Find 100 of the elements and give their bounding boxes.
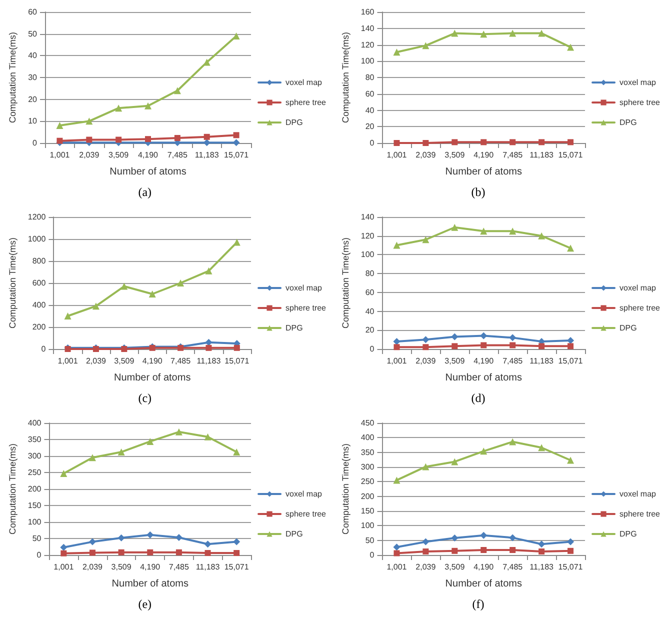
point [177, 280, 184, 286]
x-tick-label: 11,183 [530, 562, 554, 572]
point [452, 343, 458, 350]
point [175, 428, 182, 436]
y-tick-label: 160 [360, 8, 375, 16]
point [118, 448, 125, 456]
point [203, 139, 210, 146]
point [175, 534, 182, 542]
point [204, 550, 211, 556]
y-tick-label: 0 [370, 550, 375, 560]
x-tick-label: 7,485 [502, 150, 524, 160]
x-tick-label: 11,183 [530, 356, 554, 366]
y-tick-label: 20 [365, 326, 375, 335]
point [60, 550, 67, 556]
point [146, 531, 154, 538]
x-tick-label: 15,071 [224, 562, 250, 572]
y-tick-label: 350 [360, 448, 375, 457]
y-tick-label: 60 [365, 89, 375, 98]
point [538, 232, 546, 240]
x-tick-label: 1,001 [386, 562, 408, 572]
legend-label: sphere tree [620, 98, 661, 107]
point [567, 244, 574, 252]
x-tick-label: 1,001 [54, 562, 74, 572]
point [174, 134, 180, 141]
y-tick-label: 150 [28, 501, 42, 510]
point [510, 342, 516, 348]
point [88, 538, 96, 546]
text: (b) [471, 185, 486, 199]
point [480, 532, 488, 539]
x-tick-label: 1,001 [386, 356, 408, 366]
point [568, 139, 574, 146]
y-tick-label: 1000 [28, 234, 46, 244]
text: (c) [138, 391, 152, 405]
point [422, 538, 430, 546]
y-tick-label: 0 [41, 344, 46, 354]
x-tick-label: 15,071 [558, 562, 584, 572]
point [56, 122, 64, 130]
x-tick-label: 3,509 [114, 356, 135, 366]
y-axis-title: Computation Time(ms) [8, 237, 18, 329]
y-axis-title: Computation Time(ms) [340, 443, 350, 535]
point [174, 87, 181, 94]
legend-label: DPG [286, 324, 303, 332]
x-tick-label: 11,183 [196, 356, 222, 366]
point [88, 454, 96, 462]
point [509, 438, 516, 446]
x-tick-label: 15,071 [224, 356, 250, 366]
legend-label: DPG [286, 118, 303, 127]
y-tick-label: 200 [28, 484, 42, 494]
y-tick-label: 400 [28, 418, 42, 428]
point [234, 550, 240, 556]
x-tick-label: 2,039 [82, 562, 104, 572]
point [480, 332, 488, 340]
y-tick-label: 40 [365, 106, 375, 115]
y-tick-label: 200 [32, 322, 46, 332]
y-tick-label: 600 [32, 278, 46, 288]
y-tick-label: 250 [28, 468, 42, 477]
x-tick-label: 3,509 [111, 562, 132, 572]
point [394, 140, 400, 146]
x-tick-label: 7,485 [502, 562, 524, 572]
legend-label: voxel map [286, 78, 323, 87]
point [567, 44, 574, 51]
legend-label: sphere tree [620, 510, 661, 518]
point [116, 136, 122, 143]
x-tick-label: 3,509 [444, 150, 466, 160]
legend-label: voxel map [286, 490, 323, 498]
point [233, 448, 240, 456]
point [480, 139, 487, 146]
x-tick-label: 15,071 [558, 150, 584, 160]
point [118, 549, 124, 556]
point [509, 228, 516, 235]
point [233, 132, 240, 138]
y-tick-label: 0 [370, 344, 375, 354]
point [538, 30, 546, 37]
x-tick-label: 1,001 [58, 356, 78, 366]
point [568, 548, 574, 554]
x-axis-title: Number of atoms [114, 372, 191, 384]
point [538, 540, 546, 548]
point [206, 344, 212, 351]
y-tick-label: 0 [370, 138, 375, 148]
legend-label: voxel map [620, 490, 657, 498]
x-tick-label: 11,183 [194, 150, 220, 160]
point [567, 337, 574, 344]
y-tick-label: 400 [32, 300, 46, 310]
y-tick-label: 400 [360, 433, 375, 442]
point [480, 30, 488, 38]
x-tick-label: 2,039 [416, 356, 436, 366]
point [56, 138, 63, 144]
x-tick-label: 3,509 [108, 150, 130, 160]
point [144, 102, 152, 110]
point [422, 463, 430, 470]
y-tick-label: 60 [365, 288, 375, 297]
y-tick-label: 50 [28, 29, 38, 38]
point [422, 336, 430, 344]
x-tick-label: 7,485 [168, 562, 190, 572]
x-tick-label: 11,183 [530, 150, 554, 160]
y-axis-title: Computation Time(ms) [340, 32, 350, 124]
y-tick-label: 150 [360, 506, 375, 516]
point [480, 228, 488, 235]
point [480, 448, 488, 455]
x-tick-label: 4,190 [474, 562, 494, 572]
